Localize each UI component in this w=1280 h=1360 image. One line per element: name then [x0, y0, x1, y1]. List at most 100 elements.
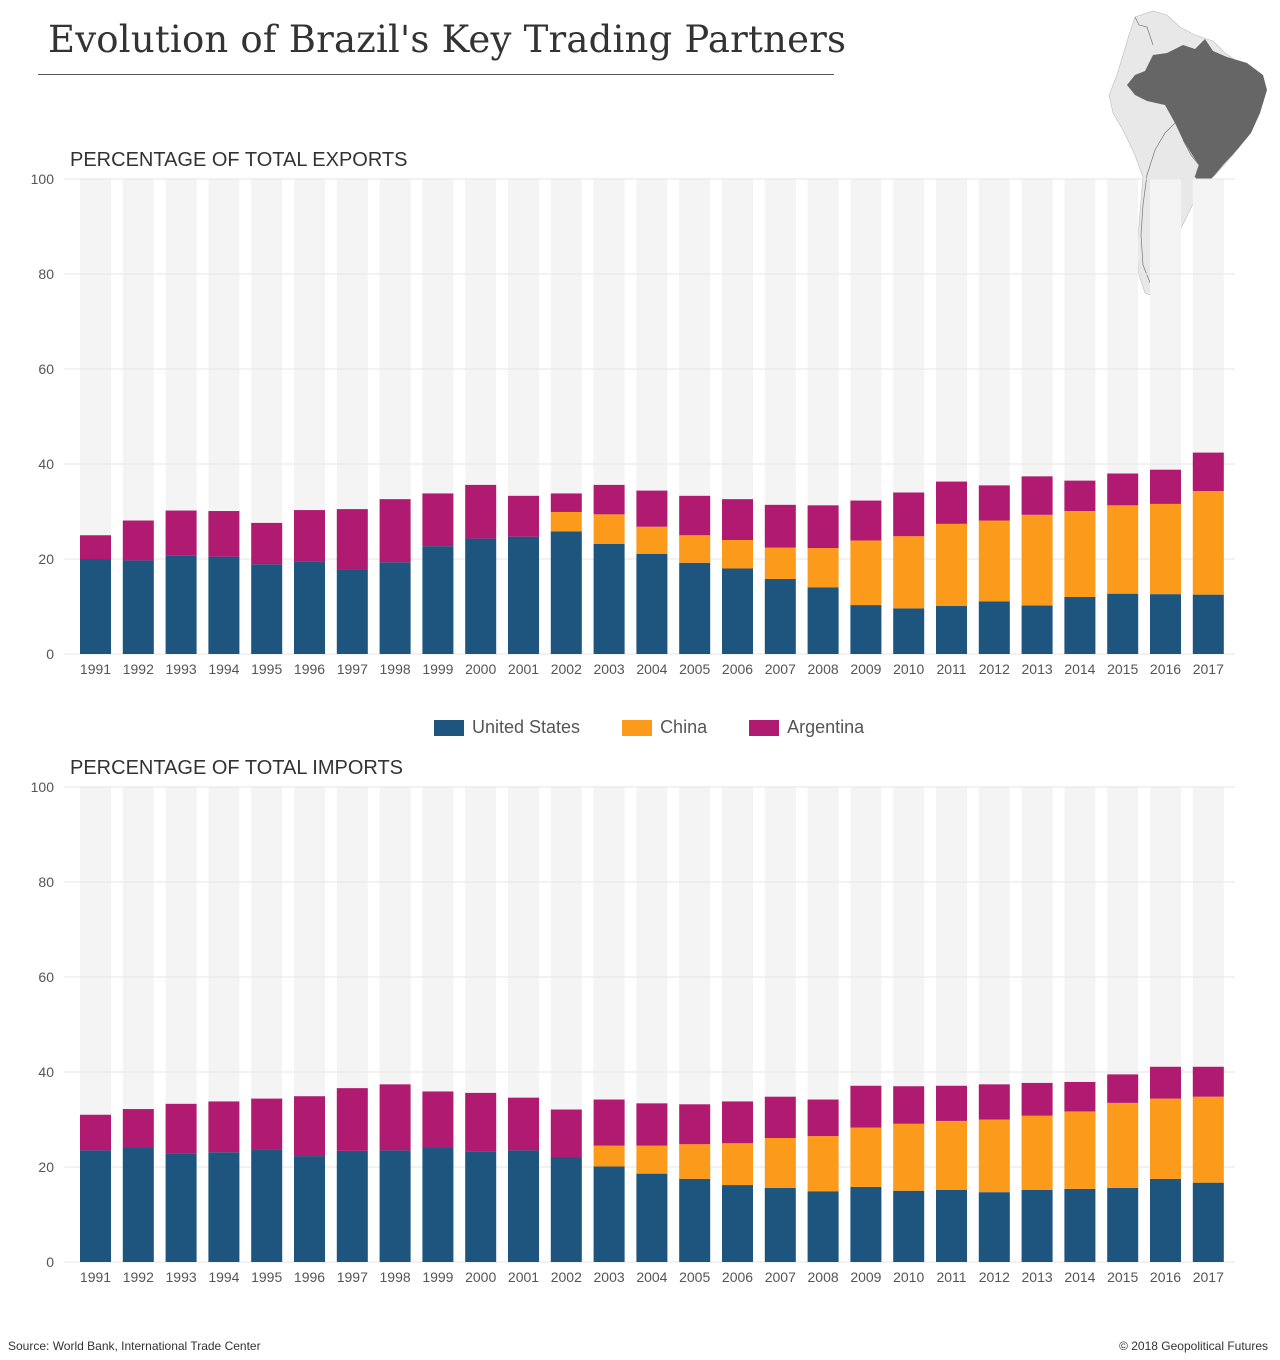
exports-bar-argentina-1998: [379, 499, 411, 563]
imports-bar-china-2005: [679, 1144, 711, 1179]
imports-x-tick-label: 1993: [166, 1269, 197, 1285]
imports-bar-argentina-2013: [1021, 1082, 1053, 1116]
copyright-note: © 2018 Geopolitical Futures: [1119, 1339, 1268, 1353]
exports-bar-argentina-2009: [850, 500, 882, 541]
country-borders: [1134, 16, 1200, 286]
exports-bar-argentina-1997: [336, 509, 368, 570]
exports-x-tick-label: 1991: [80, 661, 111, 677]
exports-bar-united-states-2011: [936, 606, 967, 654]
exports-bar-argentina-2002: [550, 493, 582, 512]
exports-bar-china-2016: [1150, 503, 1181, 595]
exports-bar-united-states-2012: [978, 601, 1010, 654]
exports-bar-china-2017: [1192, 491, 1224, 595]
imports-bar-argentina-2014: [1064, 1081, 1096, 1112]
legend-swatch-united-states: [434, 719, 464, 736]
imports-bar-china-2013: [1021, 1115, 1053, 1190]
imports-bar-china-2011: [936, 1120, 967, 1190]
imports-y-tick-label: 80: [38, 874, 54, 890]
imports-bar-united-states-2013: [1021, 1189, 1053, 1262]
imports-bar-united-states-1993: [165, 1153, 197, 1262]
legend-label-argentina: Argentina: [787, 717, 865, 737]
imports-bar-united-states-2006: [722, 1185, 753, 1262]
imports-x-tick-label: 2006: [722, 1269, 753, 1285]
imports-bar-united-states-2002: [550, 1157, 582, 1262]
imports-bar-united-states-2005: [679, 1178, 711, 1262]
imports-x-tick-label: 1991: [80, 1269, 111, 1285]
exports-chart-title: PERCENTAGE OF TOTAL EXPORTS: [70, 149, 407, 171]
imports-bar-united-states-1996: [294, 1156, 325, 1262]
imports-bar-united-states-2012: [978, 1192, 1010, 1262]
imports-y-tick-label: 0: [46, 1254, 54, 1270]
exports-x-tick-label: 1992: [123, 661, 154, 677]
exports-y-tick-label: 0: [46, 646, 54, 662]
legend-item-argentina: Argentina: [749, 717, 864, 738]
legend-swatch-china: [622, 719, 653, 736]
exports-bar-china-2014: [1064, 511, 1096, 597]
exports-bar-argentina-2007: [764, 504, 796, 548]
legend: United States China Argentina: [434, 717, 906, 738]
imports-bar-argentina-1999: [422, 1091, 454, 1148]
imports-y-tick-label: 20: [38, 1159, 54, 1175]
imports-x-tick-label: 2013: [1022, 1269, 1053, 1285]
imports-bar-united-states-2016: [1150, 1178, 1181, 1262]
exports-bar-china-2007: [764, 547, 796, 579]
exports-x-tick-label: 2014: [1064, 661, 1095, 677]
imports-bar-china-2012: [978, 1119, 1010, 1193]
exports-chart: PERCENTAGE OF TOTAL EXPORTS 0 20 40 60 80 100…: [31, 149, 1235, 677]
exports-bar-china-2004: [636, 526, 668, 554]
imports-bar-china-2015: [1107, 1102, 1139, 1188]
imports-bar-argentina-2007: [764, 1096, 796, 1139]
exports-bar-united-states-2006: [722, 568, 753, 654]
imports-x-tick-label: 2000: [465, 1269, 496, 1285]
exports-x-tick-label: 1997: [337, 661, 368, 677]
exports-bar-argentina-2008: [807, 505, 839, 549]
imports-x-tick-label: 2008: [808, 1269, 839, 1285]
exports-bar-argentina-2005: [679, 495, 711, 536]
imports-bar-argentina-2002: [550, 1109, 582, 1158]
imports-bar-united-states-2014: [1064, 1188, 1096, 1262]
imports-bar-argentina-1995: [251, 1098, 283, 1150]
imports-bar-argentina-2017: [1192, 1066, 1224, 1097]
imports-bar-argentina-2009: [850, 1085, 882, 1128]
exports-x-tick-label: 2008: [808, 661, 839, 677]
exports-x-tick-label: 2007: [765, 661, 796, 677]
exports-bar-argentina-2015: [1107, 473, 1139, 506]
imports-bar-united-states-1997: [336, 1150, 368, 1262]
imports-bar-united-states-2015: [1107, 1187, 1139, 1262]
exports-x-tick-label: 1998: [380, 661, 411, 677]
exports-bar-argentina-2011: [936, 481, 967, 524]
exports-x-tick-label: 2005: [679, 661, 710, 677]
exports-y-tick-label: 80: [38, 266, 54, 282]
exports-bar-argentina-1992: [122, 520, 154, 561]
exports-bar-china-2005: [679, 535, 711, 563]
imports-bar-united-states-2011: [936, 1189, 967, 1262]
legend-item-united-states: United States: [434, 717, 580, 738]
imports-bar-china-2010: [893, 1123, 925, 1191]
exports-bar-united-states-2013: [1021, 605, 1053, 654]
imports-bar-argentina-1992: [122, 1109, 154, 1148]
exports-bar-argentina-2000: [465, 484, 497, 539]
exports-bar-united-states-2007: [764, 578, 796, 654]
imports-x-tick-label: 2007: [765, 1269, 796, 1285]
imports-x-tick-label: 2016: [1150, 1269, 1181, 1285]
imports-bar-argentina-1998: [379, 1084, 411, 1151]
exports-bar-united-states-2015: [1107, 593, 1139, 654]
exports-bar-argentina-2016: [1150, 469, 1181, 504]
imports-bar-united-states-2007: [764, 1187, 796, 1262]
imports-bar-argentina-2005: [679, 1104, 711, 1145]
exports-x-tick-label: 2006: [722, 661, 753, 677]
imports-bar-united-states-1998: [379, 1150, 411, 1262]
imports-bar-argentina-2001: [508, 1097, 539, 1151]
exports-bar-argentina-1994: [208, 511, 240, 557]
exports-bar-argentina-2010: [893, 492, 925, 537]
exports-y-tick-label: 100: [31, 171, 55, 187]
exports-bar-united-states-2002: [550, 531, 582, 654]
exports-bar-united-states-1991: [80, 559, 111, 654]
imports-bar-united-states-1995: [251, 1149, 283, 1262]
imports-bar-argentina-2003: [593, 1099, 625, 1146]
brazil-shape: [1127, 39, 1267, 187]
imports-bar-argentina-2004: [636, 1103, 668, 1146]
imports-bar-united-states-2000: [465, 1151, 497, 1262]
exports-bar-argentina-2017: [1192, 452, 1224, 492]
imports-bar-united-states-1999: [422, 1148, 454, 1262]
